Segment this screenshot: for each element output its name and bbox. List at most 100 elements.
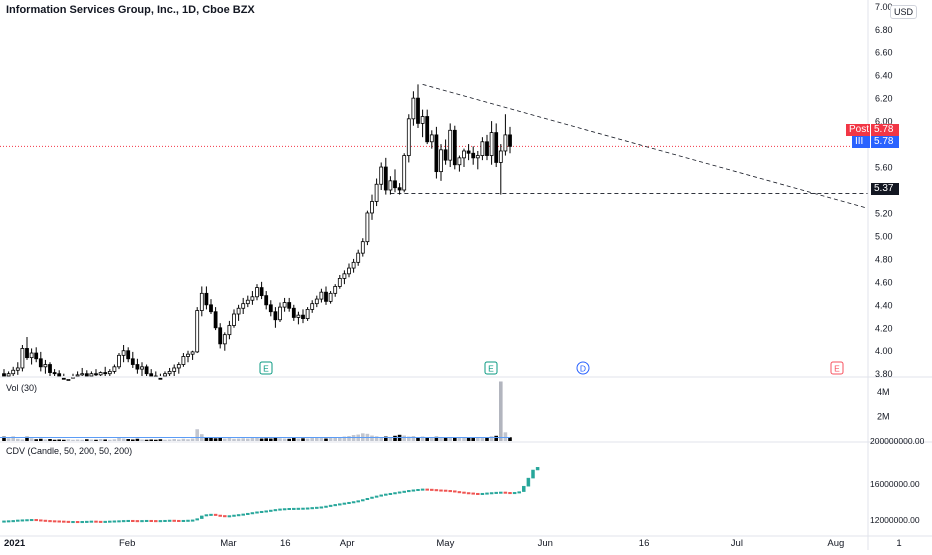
- price-candle-body: [310, 303, 315, 310]
- price-candle-body: [222, 334, 227, 345]
- price-candle-body: [485, 141, 489, 156]
- cdv-candle: [361, 499, 365, 502]
- volume-bar: [20, 439, 25, 441]
- price-candle-body: [103, 372, 108, 375]
- cdv-candle: [57, 520, 61, 523]
- volume-bar: [177, 439, 181, 441]
- cdv-candle: [416, 489, 420, 492]
- time-tick-0: 2021: [4, 538, 26, 549]
- volume-bar: [333, 437, 337, 441]
- volume-bar: [324, 438, 328, 441]
- cdv-candle: [526, 477, 531, 487]
- price-candle-body: [48, 364, 52, 373]
- price-candle-body: [227, 325, 232, 336]
- price-candle-body: [209, 304, 213, 313]
- currency-selector[interactable]: USD: [890, 5, 918, 19]
- volume-bar: [11, 436, 15, 441]
- price-candle-body: [195, 310, 200, 353]
- price-candle-body: [314, 298, 319, 305]
- price-candle-body: [448, 129, 453, 161]
- price-candle-body: [278, 306, 282, 321]
- cdv-candle: [269, 509, 273, 512]
- volume-bar: [439, 437, 443, 441]
- volume-bar: [425, 437, 429, 441]
- cdv-candle: [25, 519, 29, 522]
- price-tick-14: 6.60: [875, 48, 893, 58]
- price-candle-body: [342, 273, 347, 279]
- price-candle-body: [452, 129, 457, 166]
- volume-bar: [315, 437, 319, 441]
- price-candle-body: [347, 267, 351, 275]
- price-candle-body: [319, 291, 324, 300]
- volume-bar: [278, 438, 282, 441]
- volume-bar: [223, 438, 227, 441]
- price-candle-body: [296, 314, 301, 318]
- cdv-candle: [246, 512, 250, 515]
- price-candle-body: [305, 309, 310, 319]
- volume-bar: [144, 439, 149, 441]
- x-tick-labels: 2021 Feb Mar 16 Apr May Jun 16 Jul Aug 1: [4, 538, 902, 549]
- price-candle-body: [61, 377, 66, 380]
- price-candle-body: [135, 364, 140, 370]
- volume-bar: [75, 439, 80, 441]
- volume-bar: [269, 438, 273, 441]
- cdv-tick-0: 16000000.00: [870, 479, 920, 489]
- volume-bar: [149, 439, 153, 441]
- volume-bar: [43, 439, 48, 441]
- cdv-candle: [48, 520, 52, 523]
- price-candle-body: [383, 166, 388, 191]
- volume-bar: [489, 436, 494, 441]
- price-tick-1: 4.00: [875, 346, 893, 356]
- volume-bar: [29, 438, 34, 441]
- cdv-candle: [531, 469, 535, 479]
- price-candle-body: [117, 354, 121, 368]
- cdv-candle: [16, 519, 20, 522]
- price-tick-12: 6.20: [875, 94, 893, 104]
- price-candle-body: [25, 348, 29, 359]
- volume-tick-1: 2M: [877, 412, 890, 422]
- volume-bar: [85, 439, 89, 441]
- price-candle-body: [172, 367, 177, 372]
- volume-bar: [379, 437, 383, 441]
- volume-bar: [485, 437, 489, 441]
- price-candle-body: [466, 150, 471, 154]
- price-candle-body: [38, 358, 43, 368]
- cdv-candle: [338, 503, 342, 506]
- time-tick-8: Jul: [731, 538, 743, 549]
- cdv-candle: [512, 492, 517, 495]
- cdv-candle: [259, 510, 264, 513]
- price-candle-body: [374, 183, 379, 202]
- price-candle-body: [89, 373, 94, 377]
- price-candle-body: [75, 374, 80, 377]
- price-candle-body: [107, 371, 112, 375]
- cdv-candle: [388, 492, 393, 495]
- cdv-candle: [466, 492, 471, 495]
- price-candle-body: [43, 364, 48, 368]
- price-tick-15: 6.80: [875, 25, 893, 35]
- cdv-candle: [393, 492, 397, 495]
- price-candle-body: [370, 201, 374, 214]
- price-candle-body: [494, 132, 499, 163]
- price-candle-body: [498, 150, 503, 163]
- price-candle-body: [204, 292, 209, 306]
- volume-bar: [347, 436, 351, 441]
- volume-bar: [494, 435, 498, 441]
- earnings-marker: [259, 361, 273, 375]
- price-candle-body: [84, 373, 89, 377]
- cdv-candle: [351, 501, 356, 504]
- cdv-candle: [310, 507, 314, 510]
- price-candle-body: [186, 353, 190, 357]
- volume-bar: [62, 439, 66, 441]
- last-badge-tag: III: [852, 136, 870, 148]
- volume-bar: [338, 437, 342, 441]
- cdv-candle: [29, 519, 34, 522]
- price-candle-body: [130, 358, 135, 365]
- volume-bar: [131, 439, 135, 441]
- price-candle-body: [112, 366, 117, 372]
- volume-bar: [158, 439, 163, 441]
- cdv-candle: [218, 514, 222, 517]
- cdv-candle: [236, 514, 241, 517]
- price-candle-body: [144, 366, 149, 375]
- cdv-candle: [195, 518, 199, 521]
- price-candle-body: [98, 372, 103, 376]
